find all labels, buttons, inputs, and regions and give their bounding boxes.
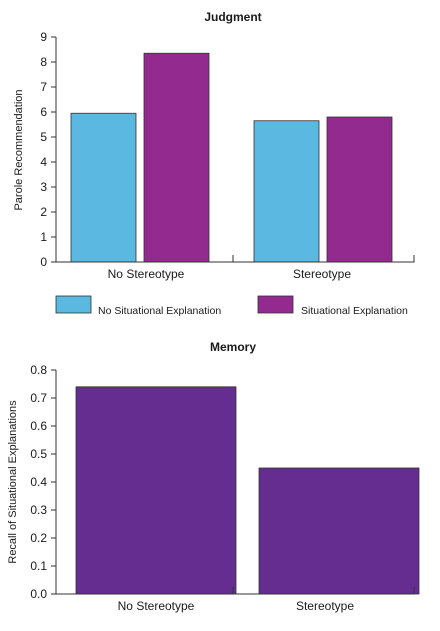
bar-1-0 <box>253 120 320 263</box>
y-tick-label: 0.3 <box>30 503 47 517</box>
y-tick-label: 4 <box>40 155 47 169</box>
y-tick-label: 5 <box>40 130 47 144</box>
memory-chart: Memory Recall of Situational Explanation… <box>7 340 420 613</box>
legend-swatch <box>257 295 294 314</box>
y-tick-label: 3 <box>40 180 47 194</box>
y-tick-label: 0.6 <box>30 419 47 433</box>
y-tick-label: 8 <box>40 55 47 69</box>
y-tick-label: 0.7 <box>30 391 47 405</box>
legend: No Situational Explanation Situational Ex… <box>55 295 408 317</box>
category-label: No Stereotype <box>108 267 185 281</box>
y-tick-label: 6 <box>40 105 47 119</box>
y-tick-label: 1 <box>40 230 47 244</box>
legend-label: Situational Explanation <box>301 305 408 317</box>
axes <box>55 37 415 263</box>
y-axis-label: Parole Recommendation <box>13 89 25 210</box>
category-label: Stereotype <box>296 599 354 613</box>
category-label: No Stereotype <box>118 599 195 613</box>
chart-title: Judgment <box>204 10 261 24</box>
y-tick-labels: 0 1 2 3 4 5 6 7 8 9 <box>40 30 56 269</box>
y-tick-label: 0.1 <box>30 559 47 573</box>
bar-1-0 <box>258 467 420 595</box>
bars <box>70 52 393 263</box>
y-tick-label: 0.0 <box>30 587 47 601</box>
y-tick-label: 0.2 <box>30 531 47 545</box>
category-label: Stereotype <box>293 267 351 281</box>
legend-swatch <box>55 295 92 314</box>
y-tick-label: 7 <box>40 80 47 94</box>
axes <box>55 370 415 595</box>
y-axis-label: Recall of Situational Explanations <box>7 400 19 564</box>
bar-0-0 <box>75 386 237 595</box>
bar-1-1 <box>326 116 393 263</box>
category-labels: No Stereotype Stereotype <box>118 599 355 613</box>
y-tick-label: 0.8 <box>30 363 47 377</box>
judgment-chart: Judgment Parole Recommendation 0 1 2 3 4 5 6 7 8… <box>13 10 415 317</box>
bar-0-0 <box>70 112 137 263</box>
y-tick-labels: 0.0 0.1 0.2 0.3 0.4 0.5 0.6 0.7 0.8 <box>30 363 56 601</box>
bar-0-1 <box>143 52 210 263</box>
y-tick-label: 0.4 <box>30 475 47 489</box>
bars <box>75 386 420 595</box>
category-labels: No Stereotype Stereotype <box>108 267 352 281</box>
y-tick-label: 0 <box>40 255 47 269</box>
legend-label: No Situational Explanation <box>98 305 221 317</box>
y-tick-label: 0.5 <box>30 447 47 461</box>
y-tick-label: 2 <box>40 205 47 219</box>
chart-title: Memory <box>210 340 256 354</box>
y-tick-label: 9 <box>40 30 47 44</box>
